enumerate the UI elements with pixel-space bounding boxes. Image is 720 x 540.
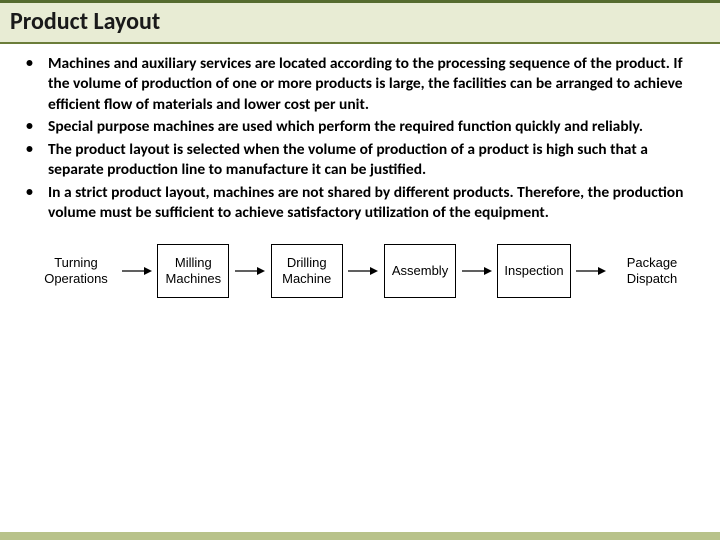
flowchart-node-assembly: Assembly <box>384 244 456 298</box>
node-label: Dispatch <box>627 271 678 287</box>
bullet-item: Special purpose machines are used which … <box>26 117 702 137</box>
node-label: Inspection <box>504 263 563 279</box>
flowchart-node-milling: Milling Machines <box>157 244 229 299</box>
flowchart-diagram: Turning Operations Milling Machines Dril… <box>36 244 692 299</box>
flowchart-node-drilling: Drilling Machine <box>271 244 343 299</box>
slide-title: Product Layout <box>10 7 710 36</box>
node-label: Package <box>627 255 678 271</box>
bullet-list: Machines and auxiliary services are loca… <box>26 54 702 224</box>
arrow-icon <box>576 265 606 277</box>
arrow-icon <box>122 265 152 277</box>
node-label: Assembly <box>392 263 448 279</box>
flowchart-node-turning: Turning Operations <box>36 255 116 288</box>
slide-content: Machines and auxiliary services are loca… <box>0 44 720 308</box>
flowchart-node-inspection: Inspection <box>497 244 570 298</box>
arrow-icon <box>235 265 265 277</box>
bullet-item: Machines and auxiliary services are loca… <box>26 54 702 115</box>
slide-container: Product Layout Machines and auxiliary se… <box>0 0 720 540</box>
node-label: Machines <box>166 271 222 287</box>
title-bar: Product Layout <box>0 3 720 44</box>
node-label: Drilling <box>287 255 327 271</box>
bullet-item: The product layout is selected when the … <box>26 140 702 181</box>
bullet-item: In a strict product layout, machines are… <box>26 183 702 224</box>
node-label: Turning <box>54 255 98 271</box>
node-label: Operations <box>44 271 108 287</box>
flowchart-node-package: Package Dispatch <box>612 255 692 288</box>
arrow-icon <box>348 265 378 277</box>
node-label: Machine <box>282 271 331 287</box>
arrow-icon <box>462 265 492 277</box>
node-label: Milling <box>175 255 212 271</box>
